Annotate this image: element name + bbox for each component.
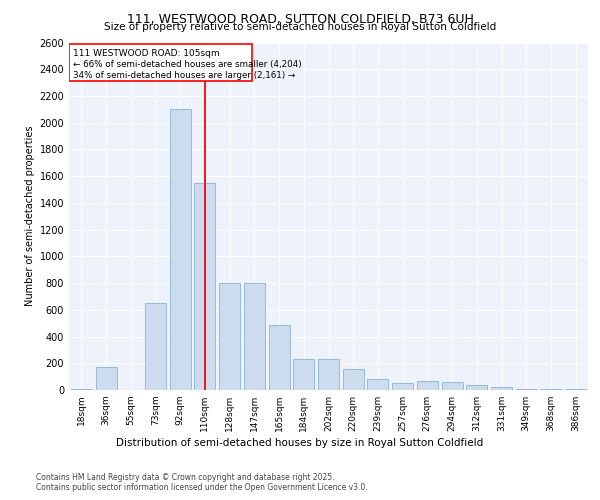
Bar: [244, 283, 265, 390]
Text: 111 WESTWOOD ROAD: 105sqm: 111 WESTWOOD ROAD: 105sqm: [73, 48, 220, 58]
Bar: [194, 183, 215, 390]
Bar: [269, 324, 290, 390]
Text: ← 66% of semi-detached houses are smaller (4,204): ← 66% of semi-detached houses are smalle…: [73, 60, 302, 69]
Bar: [293, 360, 314, 390]
Text: Distribution of semi-detached houses by size in Royal Sutton Coldfield: Distribution of semi-detached houses by …: [116, 438, 484, 448]
Bar: [95, 366, 116, 390]
Bar: [466, 386, 487, 390]
Y-axis label: Number of semi-detached properties: Number of semi-detached properties: [25, 126, 35, 306]
Bar: [219, 283, 240, 390]
Bar: [367, 380, 388, 390]
Bar: [145, 303, 166, 390]
Bar: [392, 382, 413, 390]
Bar: [417, 382, 438, 390]
Text: Contains HM Land Registry data © Crown copyright and database right 2025.: Contains HM Land Registry data © Crown c…: [36, 472, 335, 482]
Text: 111, WESTWOOD ROAD, SUTTON COLDFIELD, B73 6UH: 111, WESTWOOD ROAD, SUTTON COLDFIELD, B7…: [127, 12, 473, 26]
Text: Contains public sector information licensed under the Open Government Licence v3: Contains public sector information licen…: [36, 484, 368, 492]
Bar: [491, 388, 512, 390]
Text: 34% of semi-detached houses are larger (2,161) →: 34% of semi-detached houses are larger (…: [73, 71, 296, 80]
FancyBboxPatch shape: [70, 44, 252, 82]
Bar: [442, 382, 463, 390]
Text: Size of property relative to semi-detached houses in Royal Sutton Coldfield: Size of property relative to semi-detach…: [104, 22, 496, 32]
Bar: [343, 370, 364, 390]
Bar: [170, 110, 191, 390]
Bar: [318, 360, 339, 390]
